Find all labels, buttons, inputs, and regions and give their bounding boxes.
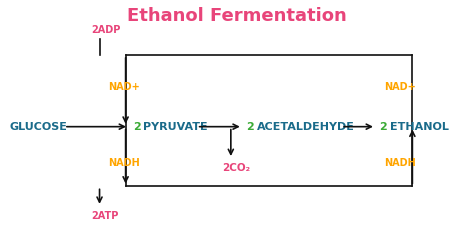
Text: PYRUVATE: PYRUVATE	[143, 122, 208, 132]
Text: Ethanol Fermentation: Ethanol Fermentation	[127, 7, 347, 25]
Text: 2CO₂: 2CO₂	[222, 163, 250, 174]
Text: 2: 2	[246, 122, 254, 132]
Text: NAD+: NAD+	[108, 82, 140, 92]
Text: NADH: NADH	[384, 158, 416, 168]
Text: ETHANOL: ETHANOL	[390, 122, 448, 132]
Text: GLUCOSE: GLUCOSE	[9, 122, 67, 132]
Text: 2: 2	[133, 122, 140, 132]
Text: NADH: NADH	[108, 158, 140, 168]
Text: 2ATP: 2ATP	[91, 211, 118, 221]
Text: NAD+: NAD+	[384, 82, 416, 92]
Text: 2: 2	[379, 122, 387, 132]
Text: 2ADP: 2ADP	[91, 25, 120, 35]
Text: ACETALDEHYDE: ACETALDEHYDE	[257, 122, 355, 132]
